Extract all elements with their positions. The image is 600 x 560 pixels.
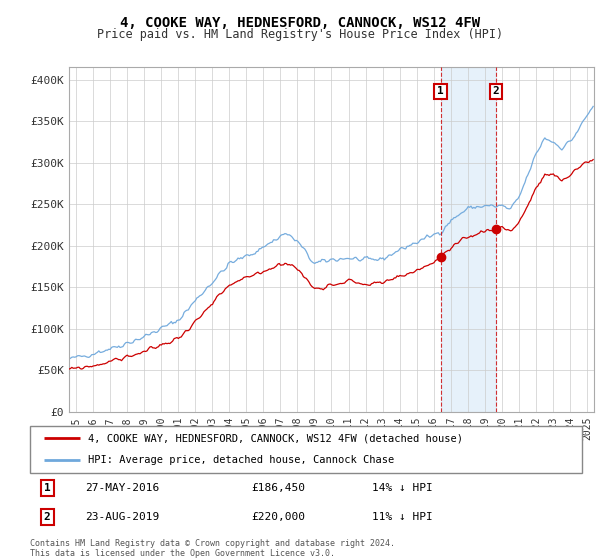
- Bar: [440, 67, 496, 412]
- Text: Price paid vs. HM Land Registry's House Price Index (HPI): Price paid vs. HM Land Registry's House …: [97, 28, 503, 41]
- Text: 14% ↓ HPI: 14% ↓ HPI: [372, 483, 433, 493]
- Text: £186,450: £186,450: [251, 483, 305, 493]
- Text: 2: 2: [493, 86, 499, 96]
- Text: 4, COOKE WAY, HEDNESFORD, CANNOCK, WS12 4FW (detached house): 4, COOKE WAY, HEDNESFORD, CANNOCK, WS12 …: [88, 433, 463, 444]
- Text: HPI: Average price, detached house, Cannock Chase: HPI: Average price, detached house, Cann…: [88, 455, 394, 465]
- Text: 11% ↓ HPI: 11% ↓ HPI: [372, 512, 433, 522]
- Text: 1: 1: [437, 86, 444, 96]
- Text: 2: 2: [44, 512, 50, 522]
- Text: 4, COOKE WAY, HEDNESFORD, CANNOCK, WS12 4FW: 4, COOKE WAY, HEDNESFORD, CANNOCK, WS12 …: [120, 16, 480, 30]
- Text: 1: 1: [44, 483, 50, 493]
- Text: 27-MAY-2016: 27-MAY-2016: [85, 483, 160, 493]
- Text: 23-AUG-2019: 23-AUG-2019: [85, 512, 160, 522]
- Text: £220,000: £220,000: [251, 512, 305, 522]
- Text: Contains HM Land Registry data © Crown copyright and database right 2024.
This d: Contains HM Land Registry data © Crown c…: [30, 539, 395, 558]
